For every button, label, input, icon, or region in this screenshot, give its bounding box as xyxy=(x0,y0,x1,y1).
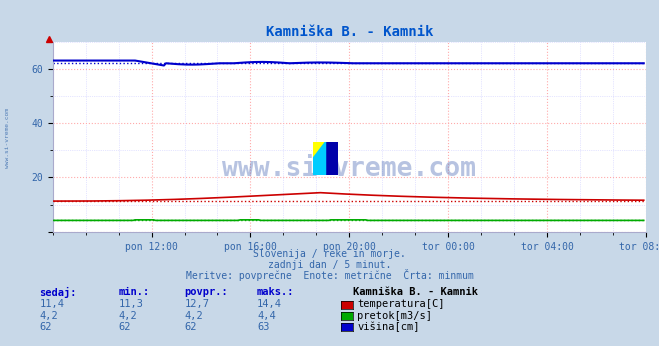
Text: 62: 62 xyxy=(185,322,197,332)
Text: povpr.:: povpr.: xyxy=(185,288,228,297)
Text: sedaj:: sedaj: xyxy=(40,287,77,298)
Text: 4,2: 4,2 xyxy=(119,311,137,320)
Text: Slovenija / reke in morje.: Slovenija / reke in morje. xyxy=(253,249,406,259)
Text: 12,7: 12,7 xyxy=(185,300,210,309)
Text: 14,4: 14,4 xyxy=(257,300,282,309)
Title: Kamniška B. - Kamnik: Kamniška B. - Kamnik xyxy=(266,25,433,39)
Text: Meritve: povprečne  Enote: metrične  Črta: minmum: Meritve: povprečne Enote: metrične Črta:… xyxy=(186,269,473,281)
Polygon shape xyxy=(313,142,326,175)
Text: 62: 62 xyxy=(119,322,131,332)
Polygon shape xyxy=(326,142,338,175)
Text: maks.:: maks.: xyxy=(257,288,295,297)
Text: pretok[m3/s]: pretok[m3/s] xyxy=(357,311,432,320)
Text: 4,4: 4,4 xyxy=(257,311,275,320)
Text: Kamniška B. - Kamnik: Kamniška B. - Kamnik xyxy=(353,288,478,297)
Text: 4,2: 4,2 xyxy=(185,311,203,320)
Text: 63: 63 xyxy=(257,322,270,332)
Text: www.si-vreme.com: www.si-vreme.com xyxy=(222,156,476,182)
Text: 62: 62 xyxy=(40,322,52,332)
Text: 11,4: 11,4 xyxy=(40,300,65,309)
Text: višina[cm]: višina[cm] xyxy=(357,322,420,332)
Text: 11,3: 11,3 xyxy=(119,300,144,309)
Polygon shape xyxy=(313,158,326,175)
Text: min.:: min.: xyxy=(119,288,150,297)
Text: www.si-vreme.com: www.si-vreme.com xyxy=(5,108,11,169)
Text: temperatura[C]: temperatura[C] xyxy=(357,300,445,309)
Text: 4,2: 4,2 xyxy=(40,311,58,320)
Text: zadnji dan / 5 minut.: zadnji dan / 5 minut. xyxy=(268,260,391,270)
Polygon shape xyxy=(313,142,326,158)
